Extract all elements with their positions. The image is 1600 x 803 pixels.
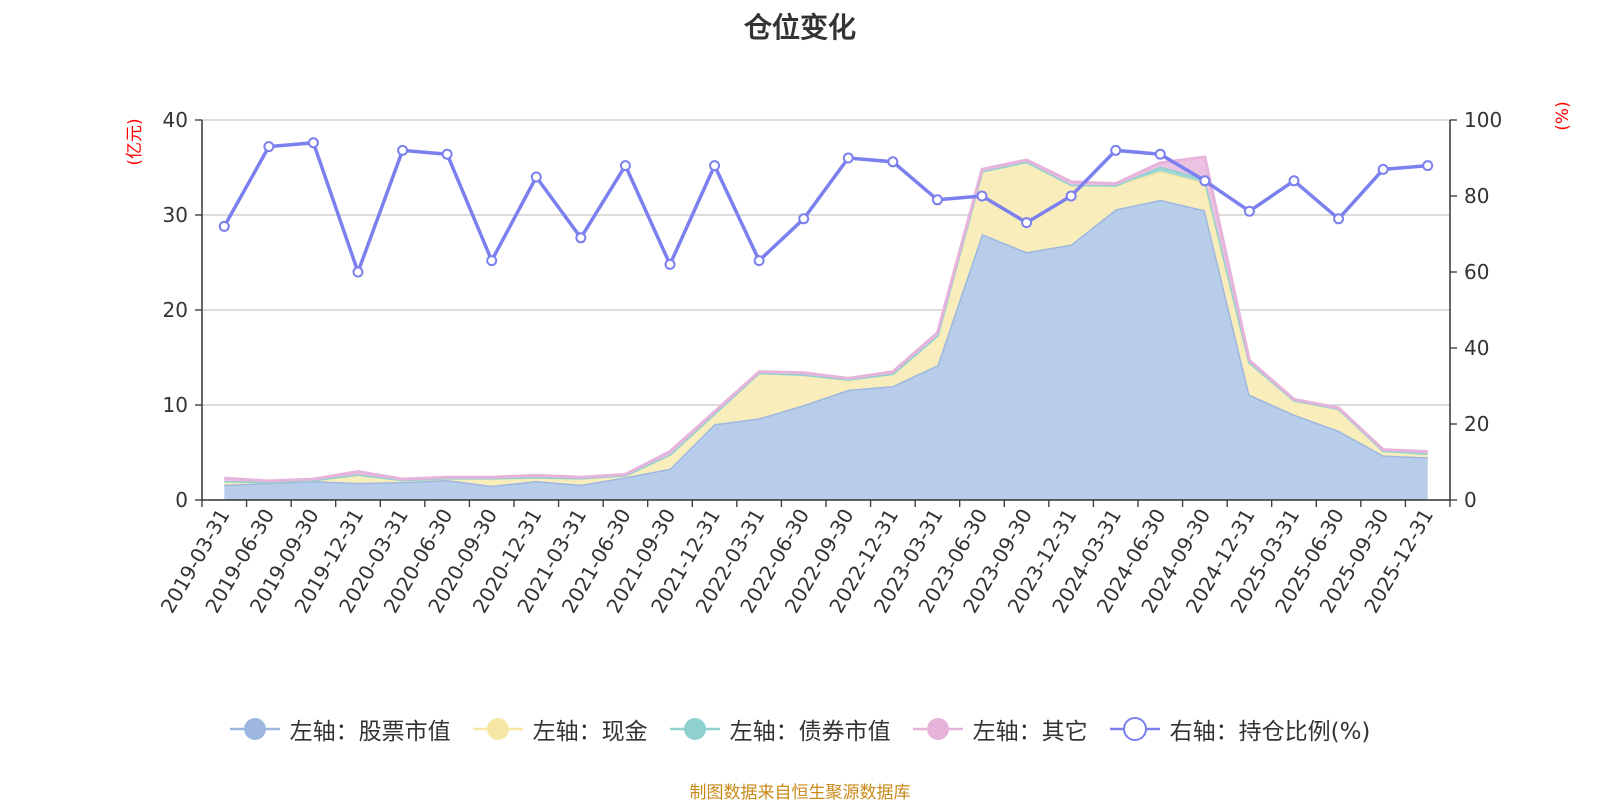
right-axis-title: (%) — [1553, 101, 1573, 130]
legend-item[interactable]: 左轴：其它 — [912, 712, 1088, 746]
ratio-point — [263, 141, 275, 153]
ratio-point — [1243, 205, 1255, 217]
ratio-point — [1065, 190, 1077, 202]
left-axis-tick-label: 0 — [175, 488, 188, 512]
legend-label: 左轴：现金 — [532, 719, 648, 745]
legend-item[interactable]: 左轴：债券市值 — [669, 712, 891, 746]
ratio-line-path — [222, 141, 1428, 274]
ratio-point — [931, 194, 943, 206]
legend: 左轴：股票市值 左轴：现金 左轴：债券市值 左轴：其它 右轴：持仓比例(%) — [0, 712, 1600, 746]
legend-swatch — [1109, 717, 1160, 741]
legend-label: 右轴：持仓比例(%) — [1169, 719, 1371, 745]
ratio-point — [1154, 148, 1166, 160]
chart-title: 仓位变化 — [743, 11, 856, 44]
ratio-point — [664, 258, 676, 270]
right-axis-tick-label: 80 — [1464, 184, 1489, 208]
legend-item[interactable]: 左轴：现金 — [472, 712, 648, 746]
legend-swatch — [912, 718, 963, 740]
ratio-point — [976, 190, 988, 202]
ratio-point — [1021, 217, 1033, 229]
legend-label: 左轴：股票市值 — [289, 719, 451, 745]
ratio-point — [1422, 160, 1434, 172]
area-左轴：股票市值 — [224, 199, 1428, 501]
ratio-line — [218, 137, 1434, 278]
ratio-point — [397, 144, 409, 156]
area-edge-左轴：其它 — [224, 155, 1428, 483]
chart-area: 0102030400204060801002019-03-312019-06-3… — [125, 101, 1573, 617]
legend-swatch — [229, 718, 280, 740]
ratio-point — [1288, 175, 1300, 187]
ratio-point — [218, 220, 230, 232]
ratio-point — [530, 171, 542, 183]
left-axis-title: (亿元) — [125, 118, 145, 165]
legend-swatch — [472, 718, 523, 740]
ratio-point — [441, 148, 453, 160]
left-axis-tick-label: 10 — [163, 393, 188, 417]
ratio-point — [486, 255, 498, 267]
left-axis-tick-label: 40 — [163, 108, 188, 132]
ratio-point — [887, 156, 899, 168]
ratio-point — [1377, 163, 1389, 175]
right-axis-tick-label: 60 — [1464, 260, 1489, 284]
ratio-point — [798, 213, 810, 225]
legend-swatch — [669, 718, 720, 740]
ratio-point — [1110, 144, 1122, 156]
gridlines — [202, 119, 1450, 406]
ratio-point — [1199, 175, 1211, 187]
stacked-areas — [224, 155, 1428, 501]
source-note: 制图数据来自恒生聚源数据库 — [689, 783, 911, 803]
ratio-point — [619, 160, 631, 172]
legend-label: 左轴：债券市值 — [729, 719, 891, 745]
ratio-point — [352, 266, 364, 278]
left-axis-tick-label: 20 — [163, 298, 188, 322]
ratio-point — [842, 152, 854, 164]
ratio-point — [709, 160, 721, 172]
legend-item[interactable]: 右轴：持仓比例(%) — [1109, 712, 1371, 746]
right-axis-tick-label: 40 — [1464, 336, 1489, 360]
right-axis-tick-label: 100 — [1464, 108, 1502, 132]
right-axis-tick-label: 0 — [1464, 488, 1477, 512]
legend-label: 左轴：其它 — [972, 719, 1088, 745]
right-axis-tick-label: 20 — [1464, 412, 1489, 436]
ratio-point — [753, 255, 765, 267]
ratio-point — [1333, 213, 1345, 225]
left-axis-tick-label: 30 — [163, 203, 188, 227]
ratio-point — [575, 232, 587, 244]
legend-item[interactable]: 左轴：股票市值 — [229, 712, 451, 746]
ratio-point — [307, 137, 319, 149]
